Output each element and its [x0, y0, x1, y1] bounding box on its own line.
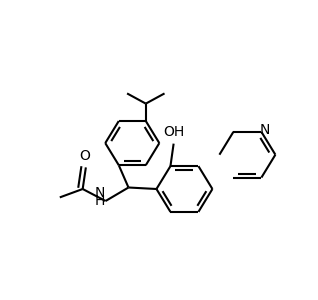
Text: OH: OH [164, 125, 185, 139]
Text: N: N [94, 186, 105, 200]
Text: N: N [260, 123, 270, 137]
Text: H: H [94, 194, 105, 208]
Text: O: O [79, 148, 90, 163]
